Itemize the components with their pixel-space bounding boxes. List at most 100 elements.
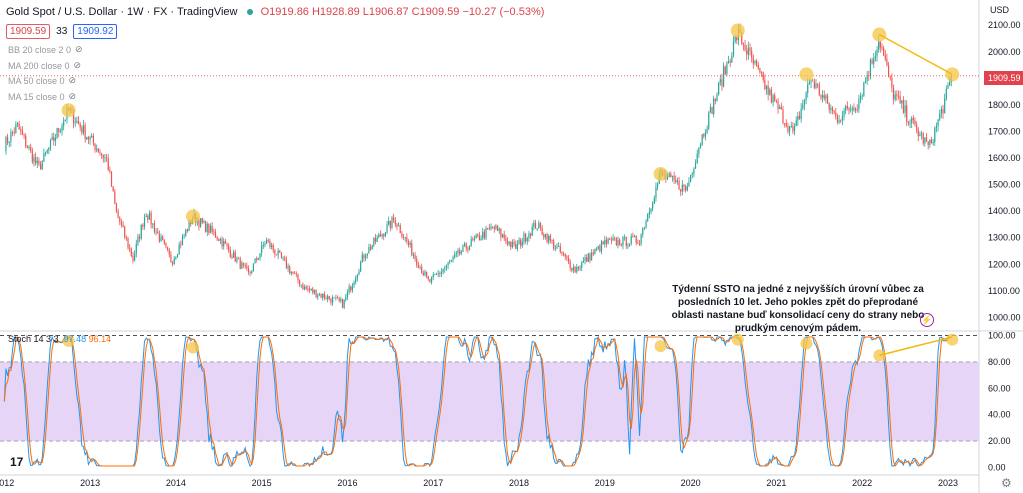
candle-body [518,239,520,244]
candle-body [505,238,507,241]
candle-body [129,247,131,249]
candle-body [224,241,226,244]
candle-body [444,267,446,270]
candle-body [754,60,756,64]
candle-body [158,233,160,242]
eye-icon[interactable]: ⊘ [73,60,82,70]
candle-body [503,234,505,239]
candle-body [925,137,928,142]
candle-body [874,56,876,59]
candle-body [256,258,258,260]
candle-body [406,237,408,242]
candle-body [120,222,123,225]
candle-body [699,144,702,148]
candle-body [72,109,75,124]
candle-body [762,72,764,80]
price-tick-label: 1600.00 [988,153,1021,163]
indicator-ma200[interactable]: MA 200 close 0 ⊘ [8,60,81,71]
candle-body [470,239,472,246]
candle-body [701,134,703,145]
candle-body [520,239,522,246]
candle-body [823,95,825,99]
candle-body [589,253,591,261]
candle-body [157,231,159,234]
indicator-label: BB 20 close 2 0 [8,44,72,55]
candle-body [270,245,273,247]
candle-body [498,229,500,231]
sell-price-button[interactable]: 1909.59 [6,24,51,39]
candle-body [86,137,88,140]
eye-icon[interactable]: ⊘ [68,91,77,101]
symbol-title[interactable]: Gold Spot / U.S. Dollar · 1W · FX · Trad… [6,6,238,18]
candle-body [863,82,865,96]
candle-body [562,253,565,255]
candle-body [624,236,626,238]
candle-body [630,236,632,244]
candle-body [206,223,208,232]
candle-body [259,253,261,259]
indicator-bb[interactable]: BB 20 close 2 0 ⊘ [8,44,83,55]
chart-header: Gold Spot / U.S. Dollar · 1W · FX · Trad… [6,6,544,18]
candle-body [845,106,847,111]
candle-body [409,242,411,246]
currency-label[interactable]: USD [990,5,1010,15]
candle-body [548,235,550,243]
candle-body [285,259,288,269]
eye-icon[interactable]: ⊘ [75,44,83,54]
candle-body [345,297,347,300]
bolt-icon[interactable]: ⚡ [920,313,934,327]
candle-body [600,241,603,252]
candle-body [386,224,388,233]
candle-body [599,245,601,252]
stoch-label: Stoch 14 3 3 [8,334,59,344]
candle-body [335,297,337,299]
candle-body [574,266,576,272]
candle-body [683,184,685,187]
candle-body [23,134,25,136]
candle-body [450,259,452,262]
candle-body [815,83,817,88]
candle-body [779,107,781,109]
candle-body [657,183,659,187]
candle-body [333,297,335,299]
candle-body [414,254,416,259]
candle-body [393,217,395,221]
candle-body [417,264,419,268]
candle-body [798,115,801,119]
indicator-ma50[interactable]: MA 50 close 0 ⊘ [8,75,76,86]
candle-body [770,89,773,103]
candle-body [28,146,30,149]
stoch-highlight-marker [946,333,959,346]
chart-annotation[interactable]: Týdenní SSTO na jedné z nejvyšších úrovn… [671,284,925,334]
candle-body [668,173,670,177]
candle-body [231,256,233,258]
candle-body [117,211,119,218]
candle-body [864,81,867,83]
candle-body [465,243,467,249]
candle-body [696,153,698,163]
candle-body [587,253,589,262]
stoch-highlight-marker [800,337,813,350]
candle-body [577,267,580,269]
candle-body [595,248,598,250]
candle-body [746,50,748,55]
candle-body [214,231,217,238]
stoch-k-value: 97.48 [63,334,87,344]
candle-body [764,79,766,90]
stoch-legend[interactable]: Stoch 14 3 3 97.48 96.14 [8,334,111,344]
candle-body [625,236,627,246]
candle-body [876,50,878,57]
buy-price-button[interactable]: 1909.92 [73,24,118,39]
price-tick-label: 1500.00 [988,180,1021,190]
candle-body [802,104,804,109]
candle-body [478,235,481,241]
indicator-ma15[interactable]: MA 15 close 0 ⊘ [8,91,76,102]
candle-body [887,65,890,77]
candle-body [237,258,240,260]
candle-body [434,274,436,276]
candle-body [694,162,697,169]
gear-icon[interactable]: ⚙ [1001,476,1012,490]
candle-body [833,111,835,113]
eye-icon[interactable]: ⊘ [68,75,77,85]
